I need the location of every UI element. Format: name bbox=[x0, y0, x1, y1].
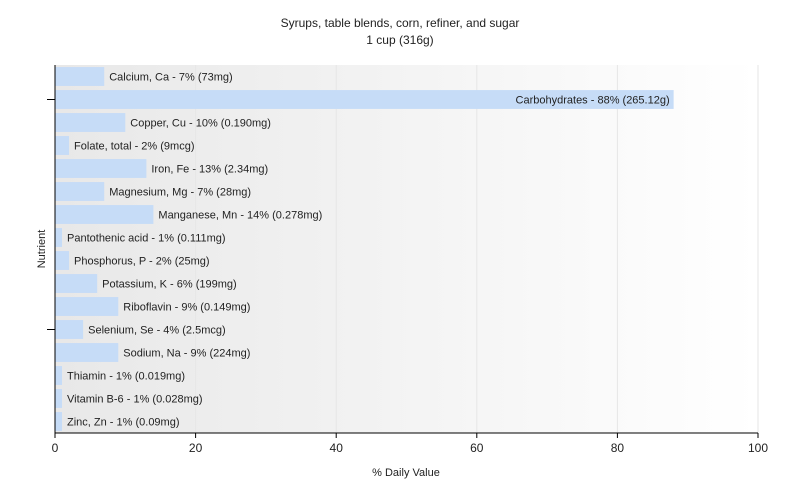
chart-title: Syrups, table blends, corn, refiner, and… bbox=[281, 16, 520, 30]
bar-label: Copper, Cu - 10% (0.190mg) bbox=[130, 118, 271, 130]
bar bbox=[55, 320, 84, 339]
bar bbox=[55, 205, 154, 224]
bar-label: Potassium, K - 6% (199mg) bbox=[102, 279, 237, 291]
bar-label: Riboflavin - 9% (0.149mg) bbox=[123, 302, 250, 314]
plot-area bbox=[55, 65, 758, 433]
bar bbox=[55, 136, 70, 155]
y-axis-title: Nutrient bbox=[36, 230, 48, 269]
bar bbox=[55, 366, 63, 385]
bar-label: Folate, total - 2% (9mcg) bbox=[74, 141, 194, 153]
x-tick-label: 80 bbox=[611, 441, 625, 455]
bar-label: Thiamin - 1% (0.019mg) bbox=[67, 371, 185, 383]
bar bbox=[55, 182, 105, 201]
bar bbox=[55, 412, 63, 431]
bar-label: Magnesium, Mg - 7% (28mg) bbox=[109, 187, 251, 199]
x-tick-label: 40 bbox=[330, 441, 344, 455]
x-tick-label: 100 bbox=[748, 441, 768, 455]
bar bbox=[55, 251, 70, 270]
bar-label: Carbohydrates - 88% (265.12g) bbox=[516, 95, 670, 107]
bar-label: Calcium, Ca - 7% (73mg) bbox=[109, 72, 232, 84]
bar-label: Zinc, Zn - 1% (0.09mg) bbox=[67, 417, 179, 429]
bar bbox=[55, 113, 126, 132]
chart-subtitle: 1 cup (316g) bbox=[366, 33, 433, 47]
bar bbox=[55, 343, 119, 362]
x-axis-title: % Daily Value bbox=[372, 467, 440, 479]
x-tick-label: 0 bbox=[52, 441, 59, 455]
bar bbox=[55, 228, 63, 247]
x-tick-labels: 0 20 40 60 80 100 bbox=[52, 441, 769, 455]
bar bbox=[55, 90, 674, 109]
bar bbox=[55, 389, 63, 408]
bar-label: Phosphorus, P - 2% (25mg) bbox=[74, 256, 210, 268]
x-tick-label: 20 bbox=[189, 441, 203, 455]
bar-label: Pantothenic acid - 1% (0.111mg) bbox=[67, 233, 226, 245]
gridlines bbox=[195, 65, 759, 433]
x-tick-label: 60 bbox=[470, 441, 484, 455]
bar bbox=[55, 297, 119, 316]
bar-label: Selenium, Se - 4% (2.5mcg) bbox=[88, 325, 226, 337]
bar-label: Manganese, Mn - 14% (0.278mg) bbox=[158, 210, 322, 222]
bar-label: Sodium, Na - 9% (224mg) bbox=[123, 348, 250, 360]
bar-label: Vitamin B-6 - 1% (0.028mg) bbox=[67, 394, 203, 406]
bars: Calcium, Ca - 7% (73mg) Carbohydrates - 8… bbox=[55, 67, 674, 431]
bar bbox=[55, 274, 98, 293]
axes bbox=[47, 65, 759, 438]
bar-label: Iron, Fe - 13% (2.34mg) bbox=[151, 164, 268, 176]
bar bbox=[55, 159, 147, 178]
bar bbox=[55, 67, 105, 86]
